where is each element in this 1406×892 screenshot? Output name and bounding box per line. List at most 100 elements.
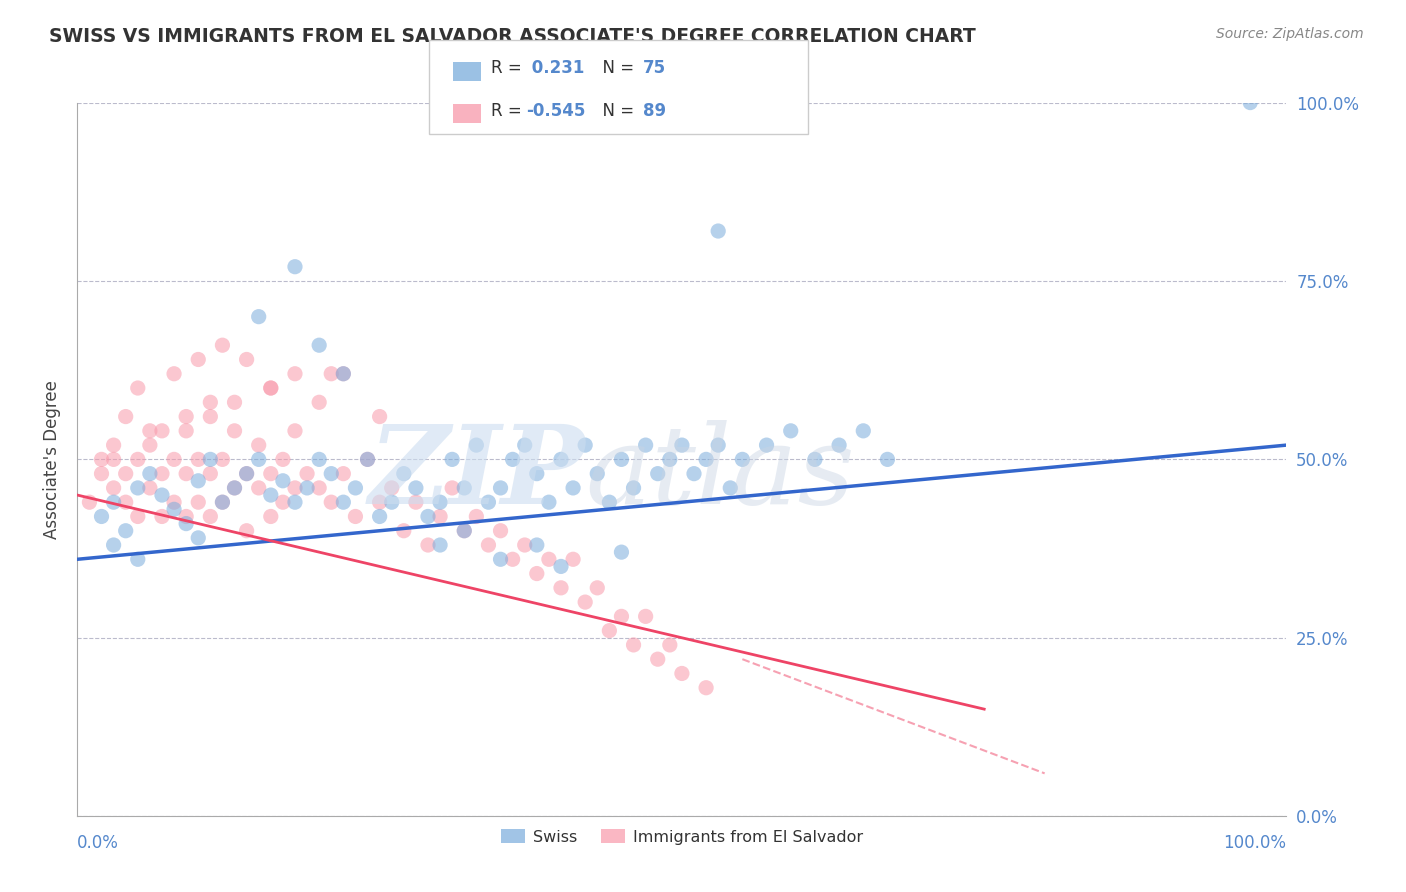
Point [453,481,475,495]
Point [235,352,257,367]
Point [707,438,730,452]
Point [779,424,801,438]
Point [187,352,209,367]
Point [127,452,149,467]
Point [537,552,560,566]
Point [200,452,222,467]
Point [308,395,330,409]
Point [368,509,391,524]
Point [502,452,524,467]
Point [671,438,693,452]
Text: R =: R = [491,102,527,120]
Point [308,452,330,467]
Point [247,438,270,452]
Point [368,409,391,424]
Point [163,495,186,509]
Point [623,481,645,495]
Point [174,409,197,424]
Point [284,367,307,381]
Point [381,481,404,495]
Point [441,481,464,495]
Point [90,467,112,481]
Point [174,516,197,531]
Point [139,424,162,438]
Point [224,481,246,495]
Point [489,481,512,495]
Point [295,481,318,495]
Point [114,467,136,481]
Text: R =: R = [491,60,527,78]
Point [163,452,186,467]
Point [429,509,451,524]
Text: Source: ZipAtlas.com: Source: ZipAtlas.com [1216,27,1364,41]
Point [139,438,162,452]
Point [574,595,596,609]
Point [224,395,246,409]
Point [513,538,536,552]
Point [127,381,149,395]
Point [295,467,318,481]
Point [260,509,283,524]
Point [224,481,246,495]
Point [683,467,706,481]
Point [187,452,209,467]
Point [429,495,451,509]
Point [502,552,524,566]
Point [623,638,645,652]
Point [247,481,270,495]
Point [828,438,851,452]
Point [271,495,294,509]
Point [537,495,560,509]
Point [477,538,499,552]
Point [755,438,778,452]
Point [562,552,585,566]
Point [200,395,222,409]
Text: atlas: atlas [585,420,855,527]
Point [671,666,693,681]
Point [368,495,391,509]
Text: 100.0%: 100.0% [1223,834,1286,852]
Point [356,452,378,467]
Point [150,467,173,481]
Point [489,552,512,566]
Point [284,260,307,274]
Point [211,495,233,509]
Point [647,467,669,481]
Point [103,538,125,552]
Point [308,338,330,352]
Point [150,424,173,438]
Point [260,467,283,481]
Point [114,409,136,424]
Point [150,488,173,502]
Point [139,481,162,495]
Text: N =: N = [592,102,640,120]
Point [658,638,681,652]
Point [392,524,415,538]
Point [695,452,717,467]
Point [526,566,548,581]
Point [876,452,898,467]
Point [513,438,536,452]
Text: 75: 75 [643,60,665,78]
Point [308,481,330,495]
Text: 89: 89 [643,102,665,120]
Point [586,467,609,481]
Point [489,524,512,538]
Point [174,424,197,438]
Point [200,409,222,424]
Point [610,545,633,559]
Point [174,509,197,524]
Point [344,481,367,495]
Point [211,495,233,509]
Point [163,502,186,516]
Point [356,452,378,467]
Point [610,609,633,624]
Text: 0.231: 0.231 [526,60,585,78]
Point [163,367,186,381]
Point [392,467,415,481]
Point [103,452,125,467]
Point [731,452,754,467]
Point [453,524,475,538]
Point [103,495,125,509]
Point [90,509,112,524]
